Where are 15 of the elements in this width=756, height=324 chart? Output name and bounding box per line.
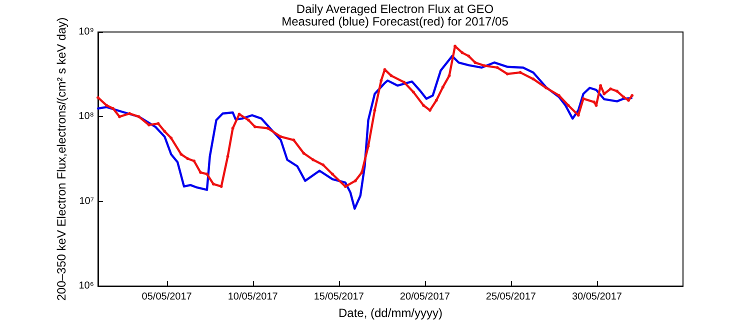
chart-title: Daily Averaged Electron Flux at GEO	[296, 2, 494, 16]
x-tick-label: 15/05/2017	[314, 292, 364, 303]
x-axis-title: Date, (dd/mm/yyyy)	[338, 306, 443, 320]
x-tick-label: 10/05/2017	[228, 292, 278, 303]
x-tick-label: 05/05/2017	[142, 292, 192, 303]
y-tick-label: 10⁶	[78, 280, 94, 292]
x-tick-label: 20/05/2017	[400, 292, 450, 303]
line-series	[96, 54, 632, 210]
y-axis-title: 200–350 keV Electron Flux,electrons/(cm² s keV day)	[54, 17, 69, 301]
y-tick-label: 10⁸	[78, 111, 94, 122]
x-tick-label: 25/05/2017	[486, 292, 536, 303]
x-tick-label: 30/05/2017	[572, 292, 622, 303]
y-tick-label: 10⁹	[78, 26, 94, 38]
y-tick-label: 10⁷	[79, 196, 94, 207]
chart-subtitle: Measured (blue) Forecast(red) for 2017/05	[282, 14, 509, 28]
